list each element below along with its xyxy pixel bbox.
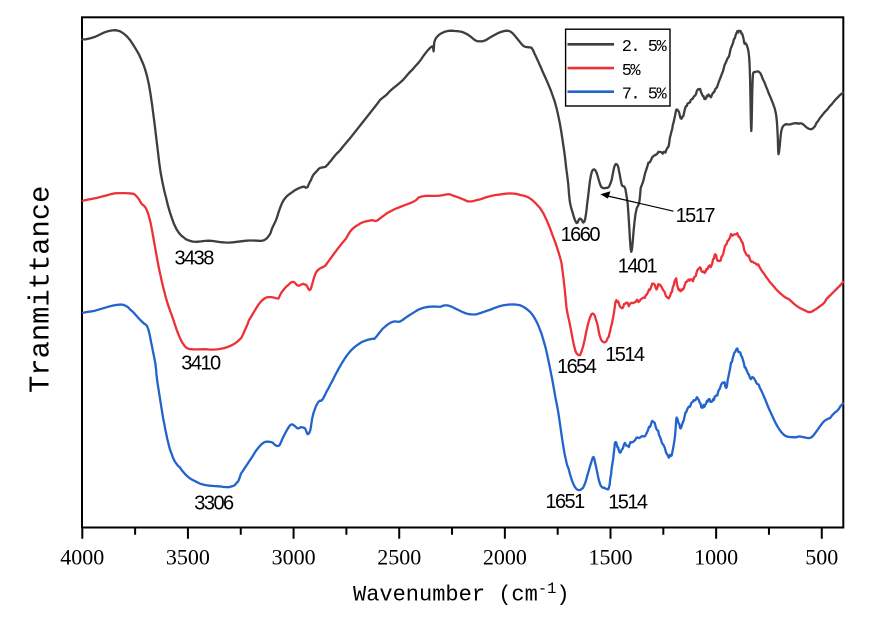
svg-text:1000: 1000 [694, 545, 738, 570]
svg-text:1651: 1651 [545, 491, 585, 513]
svg-text:7. 5%: 7. 5% [622, 86, 668, 105]
svg-text:1514: 1514 [608, 492, 648, 514]
svg-text:1401: 1401 [618, 256, 658, 278]
svg-text:Tranmittance: Tranmittance [24, 186, 57, 393]
svg-text:5%: 5% [622, 62, 642, 81]
svg-text:1517: 1517 [676, 205, 716, 227]
svg-text:500: 500 [805, 545, 838, 570]
svg-text:1500: 1500 [589, 545, 633, 570]
svg-text:1514: 1514 [605, 344, 645, 366]
svg-text:3000: 3000 [272, 545, 316, 570]
svg-text:3438: 3438 [175, 248, 215, 270]
svg-text:3410: 3410 [181, 353, 221, 375]
svg-text:2500: 2500 [377, 545, 421, 570]
svg-text:3306: 3306 [194, 493, 234, 515]
svg-text:2. 5%: 2. 5% [622, 38, 668, 57]
svg-text:3500: 3500 [166, 545, 210, 570]
svg-text:1660: 1660 [561, 224, 601, 246]
svg-text:4000: 4000 [60, 545, 104, 570]
svg-text:2000: 2000 [483, 545, 527, 570]
svg-text:Wavenumber (cm-1): Wavenumber (cm-1) [353, 580, 570, 608]
svg-text:1654: 1654 [557, 356, 597, 378]
